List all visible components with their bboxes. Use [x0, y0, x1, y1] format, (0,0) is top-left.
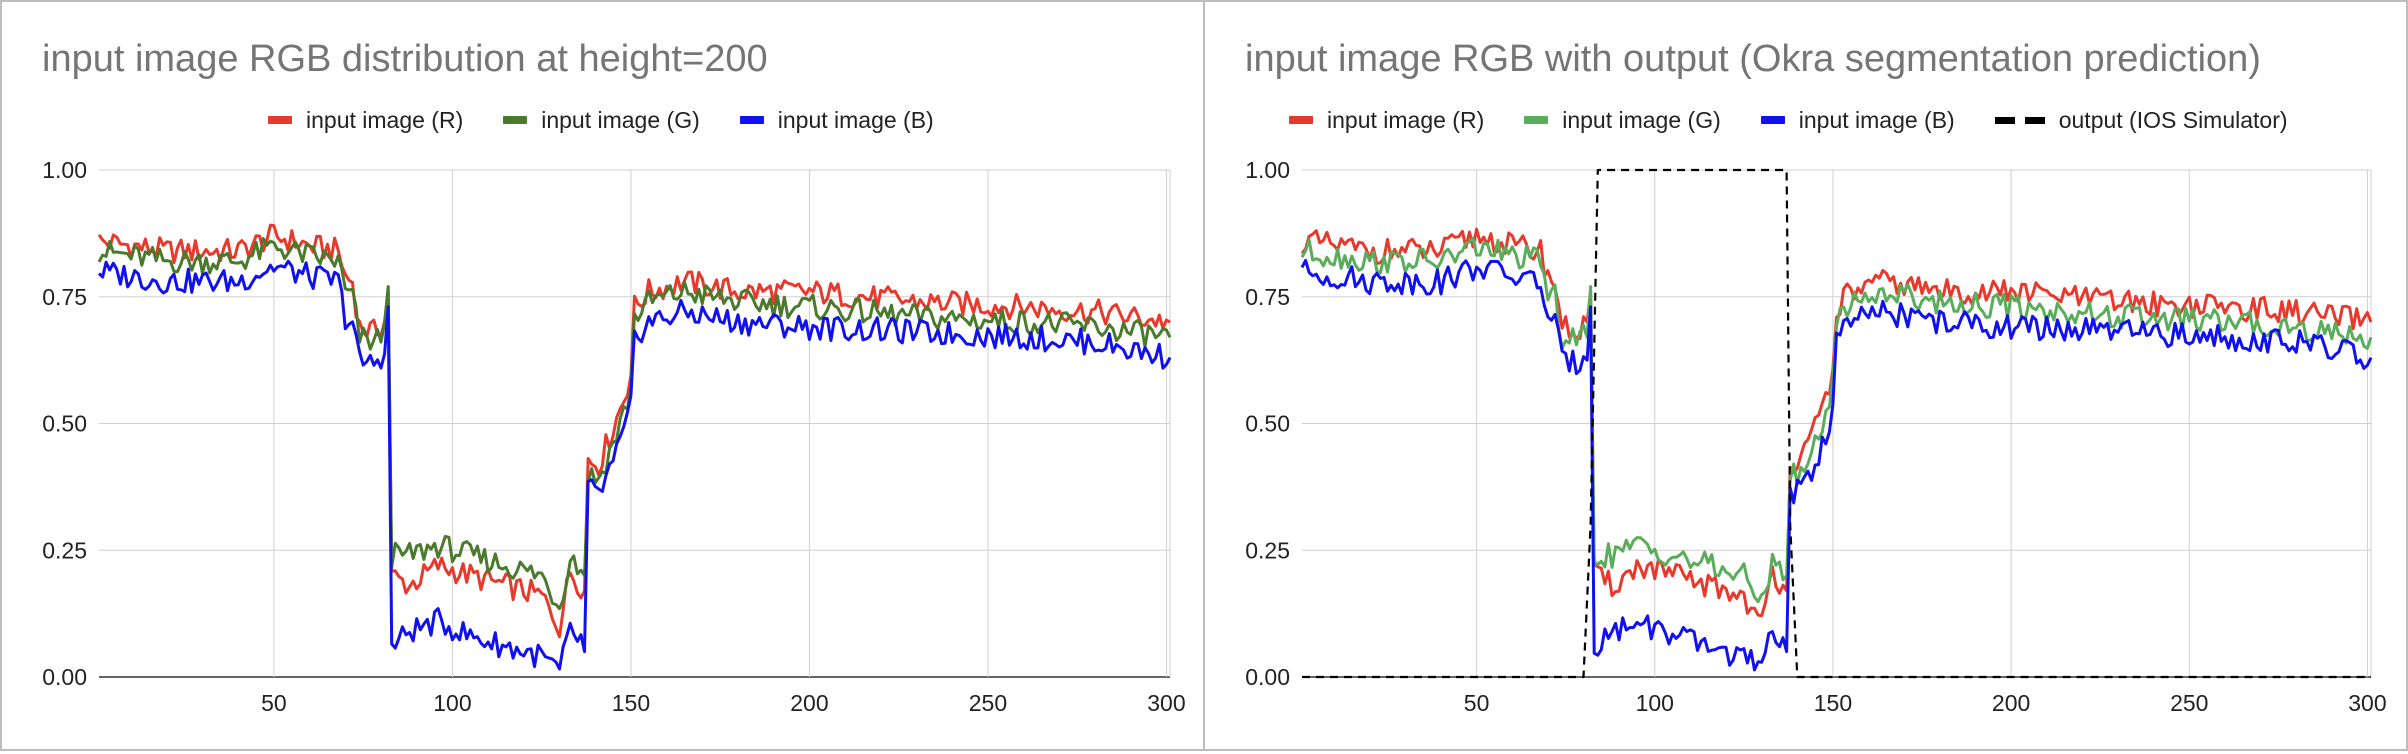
legend-label: input image (R)	[306, 106, 464, 133]
series-line-input-image-b	[97, 259, 1172, 671]
chart-panel-right: input image RGB with output (Okra segmen…	[1203, 0, 2408, 751]
y-tick-label: 0.00	[42, 664, 87, 690]
chart-title: input image RGB with output (Okra segmen…	[1245, 38, 2261, 80]
legend-label: input image (G)	[1562, 106, 1721, 133]
legend-item: input image (R)	[268, 107, 463, 134]
legend-item: output (IOS Simulator)	[1994, 106, 2288, 134]
chart-panel-left: input image RGB distribution at height=2…	[0, 0, 1206, 751]
legend-item: input image (G)	[503, 107, 700, 134]
legend-item: input image (B)	[1760, 106, 1955, 134]
legend-item: input image (R)	[1289, 107, 1484, 134]
line-chart-plot: 0.00 0.25 0.50 0.75 1.00 50 100 150 200 250 300	[1245, 157, 2386, 716]
legend-item: input image (G)	[1524, 107, 1721, 134]
series-line-input-image-r	[1300, 227, 2373, 618]
y-tick-label: 0.25	[1245, 537, 1290, 563]
x-tick-label: 100	[433, 690, 471, 716]
legend-label: input image (B)	[1798, 106, 1955, 133]
line-chart-plot: 0.00 0.25 0.50 0.75 1.00 50 100 150 200 250 300	[42, 157, 1185, 716]
x-tick-label: 300	[2348, 690, 2386, 716]
legend-swatch	[1994, 116, 2045, 124]
legend-swatch	[739, 116, 764, 124]
series-line-input-image-g	[1300, 236, 2373, 604]
series-line-output-ios-simulator	[1302, 168, 2371, 679]
legend-label: input image (B)	[777, 106, 934, 133]
chart-title: input image RGB distribution at height=2…	[42, 38, 768, 80]
x-tick-label: 200	[1992, 690, 2030, 716]
y-tick-label: 0.75	[1245, 284, 1290, 310]
y-tick-label: 0.75	[42, 284, 87, 310]
x-tick-label: 50	[261, 690, 287, 716]
x-tick-label: 100	[1636, 690, 1674, 716]
legend-swatch	[1289, 116, 1313, 124]
legend-swatch	[1524, 116, 1549, 124]
chart-legend: input image (R) input image (G) input imag…	[268, 104, 934, 136]
legend-label: input image (G)	[541, 106, 700, 133]
legend-swatch	[503, 116, 528, 124]
legend-label: output (IOS Simulator)	[2058, 106, 2288, 133]
series-line-input-image-g	[97, 237, 1172, 611]
y-tick-label: 1.00	[42, 157, 87, 183]
y-tick-label: 0.50	[42, 411, 87, 437]
y-tick-label: 1.00	[1245, 157, 1290, 183]
x-tick-label: 150	[1814, 690, 1852, 716]
x-tick-label: 250	[969, 690, 1007, 716]
series-line-input-image-r	[97, 223, 1171, 639]
y-tick-label: 0.50	[1245, 411, 1290, 437]
x-tick-label: 250	[2170, 690, 2208, 716]
legend-swatch	[268, 116, 292, 124]
legend-label: input image (R)	[1327, 106, 1485, 133]
x-tick-label: 300	[1147, 690, 1185, 716]
legend-item: input image (B)	[739, 106, 934, 134]
y-tick-label: 0.25	[42, 537, 87, 563]
x-tick-label: 200	[790, 690, 828, 716]
x-tick-label: 150	[612, 690, 650, 716]
x-tick-label: 50	[1464, 690, 1490, 716]
y-tick-label: 0.00	[1245, 664, 1290, 690]
chart-legend: input image (R) input image (G) input imag…	[1289, 104, 2288, 136]
legend-swatch	[1760, 116, 1785, 124]
series-line-input-image-b	[1300, 258, 2373, 672]
